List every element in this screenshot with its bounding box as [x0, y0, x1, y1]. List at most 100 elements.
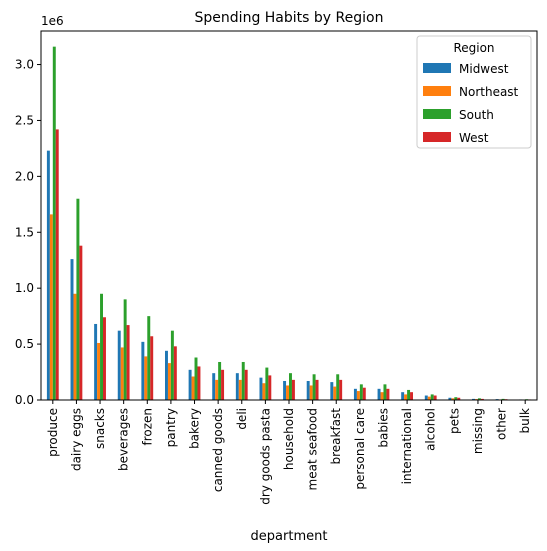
y-tick-label: 0.0 [15, 393, 34, 407]
x-tick-label: missing [471, 408, 485, 454]
bar-northeast [215, 380, 218, 400]
chart-title: Spending Habits by Region [195, 10, 384, 26]
bar-south [100, 294, 103, 400]
legend-title: Region [453, 41, 494, 55]
bar-south [195, 358, 198, 400]
bar-northeast [73, 294, 76, 400]
x-tick-label: bakery [188, 408, 202, 449]
bar-northeast [428, 397, 431, 400]
bar-west [339, 380, 342, 400]
y-tick-label: 2.5 [15, 113, 34, 127]
x-tick-label: other [495, 408, 509, 440]
x-tick-label: canned goods [211, 408, 225, 492]
x-tick-label: snacks [93, 408, 107, 449]
bar-midwest [212, 373, 215, 400]
legend-label-west: West [459, 131, 489, 145]
bar-west [174, 346, 177, 400]
x-tick-label: produce [46, 408, 60, 457]
x-axis-label: department [251, 529, 328, 544]
legend-label-northeast: Northeast [459, 85, 519, 99]
bar-west [410, 392, 413, 400]
x-tick-label: bulk [518, 408, 532, 434]
x-tick-label: household [282, 408, 296, 470]
bar-midwest [283, 381, 286, 400]
bar-west [221, 370, 224, 400]
bar-northeast [168, 363, 171, 400]
bar-south [76, 199, 79, 400]
bar-south [431, 394, 434, 400]
bar-south [147, 316, 150, 400]
x-tick-label: pantry [164, 408, 178, 447]
bar-south [407, 390, 410, 400]
bar-midwest [189, 370, 192, 400]
bar-northeast [357, 391, 360, 400]
bar-midwest [330, 382, 333, 400]
x-tick-label: breakfast [329, 408, 343, 465]
bar-northeast [262, 383, 265, 400]
bar-northeast [50, 214, 53, 400]
bar-midwest [425, 396, 428, 400]
x-tick-label: international [400, 408, 414, 484]
y-axis-offset-label: 1e6 [41, 14, 64, 28]
bar-south [289, 373, 292, 400]
bar-south [171, 331, 174, 400]
x-tick-label: alcohol [424, 408, 438, 451]
y-tick-label: 0.5 [15, 337, 34, 351]
bar-northeast [381, 392, 384, 400]
bar-northeast [144, 356, 147, 400]
bar-west [245, 370, 248, 400]
bar-midwest [118, 331, 121, 400]
bar-south [242, 362, 245, 400]
x-tick-label: personal care [353, 408, 367, 490]
bar-west [56, 129, 59, 400]
x-tick-label: deli [235, 408, 249, 430]
legend-swatch-northeast [423, 86, 451, 96]
bar-west [79, 246, 82, 400]
bar-northeast [239, 380, 242, 400]
bar-west [434, 396, 437, 400]
legend-swatch-south [423, 109, 451, 119]
bar-west [363, 388, 366, 400]
legend: Region Midwest Northeast South West [417, 36, 531, 148]
bar-midwest [354, 389, 357, 400]
y-tick-label: 1.0 [15, 281, 34, 295]
bar-west [316, 380, 319, 400]
bar-midwest [259, 378, 262, 400]
bar-west [197, 366, 200, 400]
y-tick-label: 1.5 [15, 225, 34, 239]
bar-northeast [404, 394, 407, 400]
bar-south [53, 47, 56, 400]
bar-midwest [401, 392, 404, 400]
y-tick-label: 3.0 [15, 58, 34, 72]
bar-midwest [94, 324, 97, 400]
bar-west [292, 380, 295, 400]
bar-west [150, 336, 153, 400]
bar-midwest [165, 351, 168, 400]
bar-south [336, 374, 339, 400]
bar-south [218, 362, 221, 400]
bar-northeast [310, 385, 313, 400]
bar-midwest [141, 342, 144, 400]
x-tick-label: babies [376, 408, 390, 448]
bar-northeast [333, 387, 336, 400]
bar-west [127, 325, 130, 400]
y-tick-label: 2.0 [15, 169, 34, 183]
x-tick-label: beverages [117, 408, 131, 471]
bar-south [124, 299, 127, 400]
x-tick-label: pets [447, 408, 461, 434]
x-tick-label: meat seafood [306, 408, 320, 490]
bar-midwest [307, 381, 310, 400]
x-tick-label: frozen [140, 408, 154, 446]
bar-northeast [121, 347, 124, 400]
bar-northeast [97, 343, 100, 400]
bar-midwest [236, 373, 239, 400]
bar-west [103, 317, 106, 400]
bar-midwest [47, 151, 50, 400]
bar-south [383, 384, 386, 400]
bar-midwest [378, 389, 381, 400]
bar-south [265, 368, 268, 400]
bar-south [360, 384, 363, 400]
legend-swatch-west [423, 132, 451, 142]
legend-label-midwest: Midwest [459, 62, 509, 76]
